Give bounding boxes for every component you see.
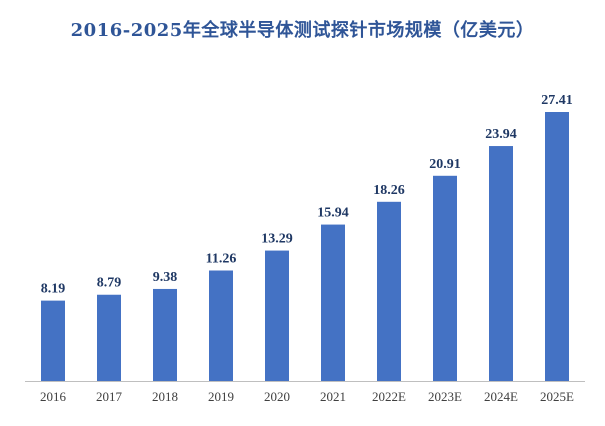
bar-value-label-2018: 9.38 — [153, 270, 178, 285]
x-tick-label-2016: 2016 — [40, 389, 67, 404]
bar-value-label-2017: 8.79 — [97, 276, 122, 291]
bar-2016 — [41, 300, 65, 381]
bar-2020 — [265, 250, 289, 381]
bar-2017 — [97, 294, 121, 381]
bar-value-label-2025E: 27.41 — [541, 93, 573, 108]
tick-labels-group: 2016 2017 2018 2019 2020 2021 2022E 2023E 2024E 2… — [40, 389, 574, 404]
x-tick-label-2020: 2020 — [264, 389, 290, 404]
x-tick-label-2019: 2019 — [208, 389, 234, 404]
x-tick-label-2025E: 2025E — [540, 389, 574, 404]
bar-2024E — [489, 146, 513, 381]
bar-value-label-2019: 11.26 — [206, 252, 237, 267]
bar-value-label-2016: 8.19 — [41, 282, 66, 297]
x-tick-label-2017: 2017 — [96, 389, 123, 404]
bar-value-label-2024E: 23.94 — [485, 127, 517, 142]
bar-value-label-2022E: 18.26 — [373, 183, 405, 198]
x-tick-label-2024E: 2024E — [484, 389, 518, 404]
x-tick-label-2022E: 2022E — [372, 389, 406, 404]
bar-2018 — [153, 288, 177, 381]
chart-title: 2016-2025年全球半导体测试探针市场规模（亿美元） — [70, 20, 535, 41]
bar-2022E — [377, 201, 401, 381]
x-tick-label-2021: 2021 — [320, 389, 346, 404]
bar-value-label-2021: 15.94 — [317, 206, 349, 221]
value-labels-group: 8.19 8.79 9.38 11.26 13.29 15.94 18.26 20.91 23.… — [41, 93, 573, 297]
bar-2023E — [433, 175, 457, 381]
bar-value-label-2023E: 20.91 — [429, 157, 461, 172]
bars-group — [41, 112, 569, 381]
x-tick-label-2023E: 2023E — [428, 389, 462, 404]
bar-2019 — [209, 270, 233, 381]
x-tick-label-2018: 2018 — [152, 389, 178, 404]
bar-value-label-2020: 13.29 — [261, 232, 293, 247]
bar-2021 — [321, 224, 345, 381]
bar-2025E — [545, 112, 569, 381]
